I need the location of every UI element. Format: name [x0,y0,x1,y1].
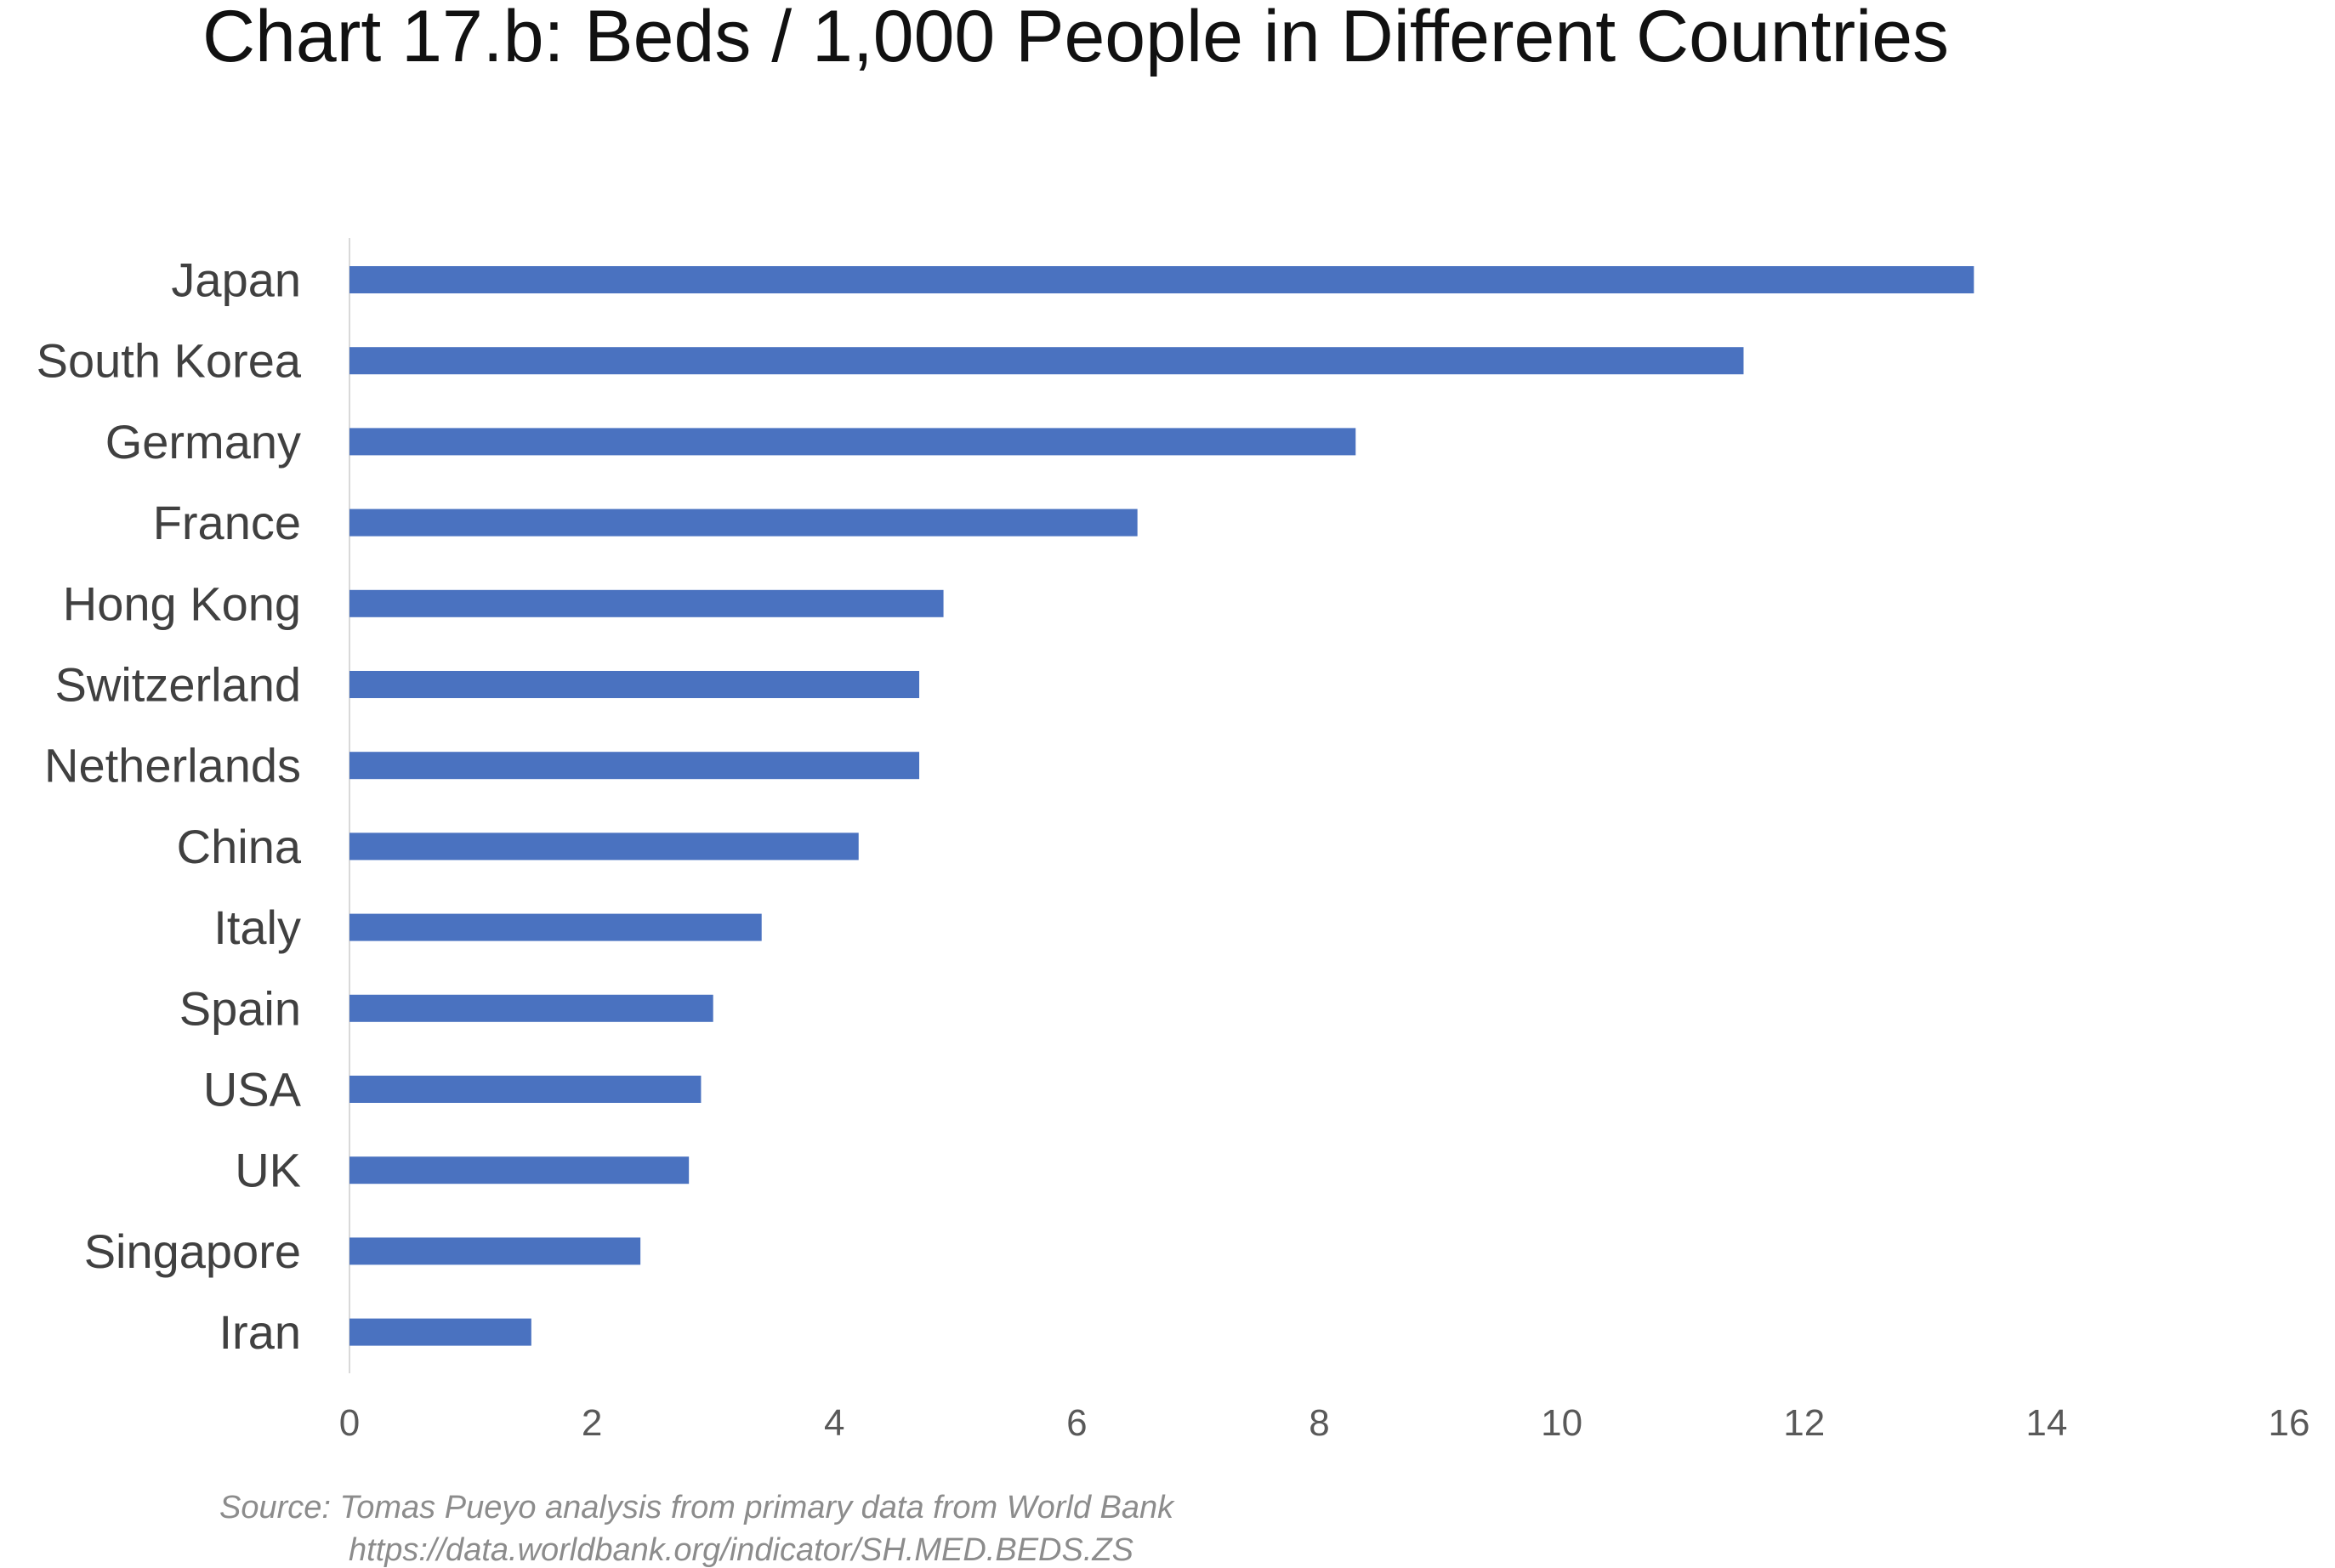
category-label-usa: USA [203,1063,302,1116]
category-label-netherlands: Netherlands [44,739,301,793]
bar-hong-kong [349,589,944,617]
x-tick-label: 0 [339,1402,360,1444]
x-tick-label: 4 [824,1402,844,1444]
category-label-spain: Spain [179,981,301,1035]
category-label-japan: Japan [171,253,301,307]
bar-china [349,832,859,861]
source-line-2: https://data.worldbank.org/indicator/SH.… [349,1532,1133,1568]
category-label-germany: Germany [105,415,301,469]
bar-uk [349,1156,690,1185]
x-tick-label: 2 [582,1402,602,1444]
category-label-italy: Italy [213,900,301,954]
category-label-iran: Iran [219,1305,302,1359]
bar-iran [349,1318,531,1346]
bar-spain [349,994,713,1022]
source-line-1: Source: Tomas Pueyo analysis from primar… [219,1490,1175,1525]
bar-switzerland [349,671,920,698]
bar-netherlands [349,752,920,780]
bar-italy [349,913,762,941]
x-tick-label: 8 [1309,1402,1329,1444]
x-tick-label: 14 [2025,1402,2067,1444]
x-tick-label: 10 [1541,1402,1582,1444]
category-label-south-korea: South Korea [37,334,302,388]
x-tick-label: 12 [1783,1402,1825,1444]
bar-japan [349,266,1974,293]
x-tick-label: 16 [2269,1402,2310,1444]
bar-singapore [349,1237,641,1265]
category-label-switzerland: Switzerland [55,658,301,712]
bar-usa [349,1076,702,1103]
category-label-singapore: Singapore [84,1224,301,1278]
bar-south-korea [349,347,1744,375]
x-tick-labels: 0 2 4 6 8 10 12 14 16 [339,1402,2310,1444]
category-label-france: France [153,496,301,549]
category-label-hong-kong: Hong Kong [63,577,301,630]
category-label-uk: UK [235,1144,301,1197]
chart-title: Chart 17.b: Beds / 1,000 People in Diffe… [202,0,1949,77]
bar-france [349,508,1138,537]
bar-germany [349,428,1356,456]
category-labels: Japan South Korea Germany France Hong Kong Sw… [37,253,302,1360]
bars-group [349,266,1974,1346]
category-label-china: China [177,820,302,873]
x-tick-label: 6 [1066,1402,1087,1444]
